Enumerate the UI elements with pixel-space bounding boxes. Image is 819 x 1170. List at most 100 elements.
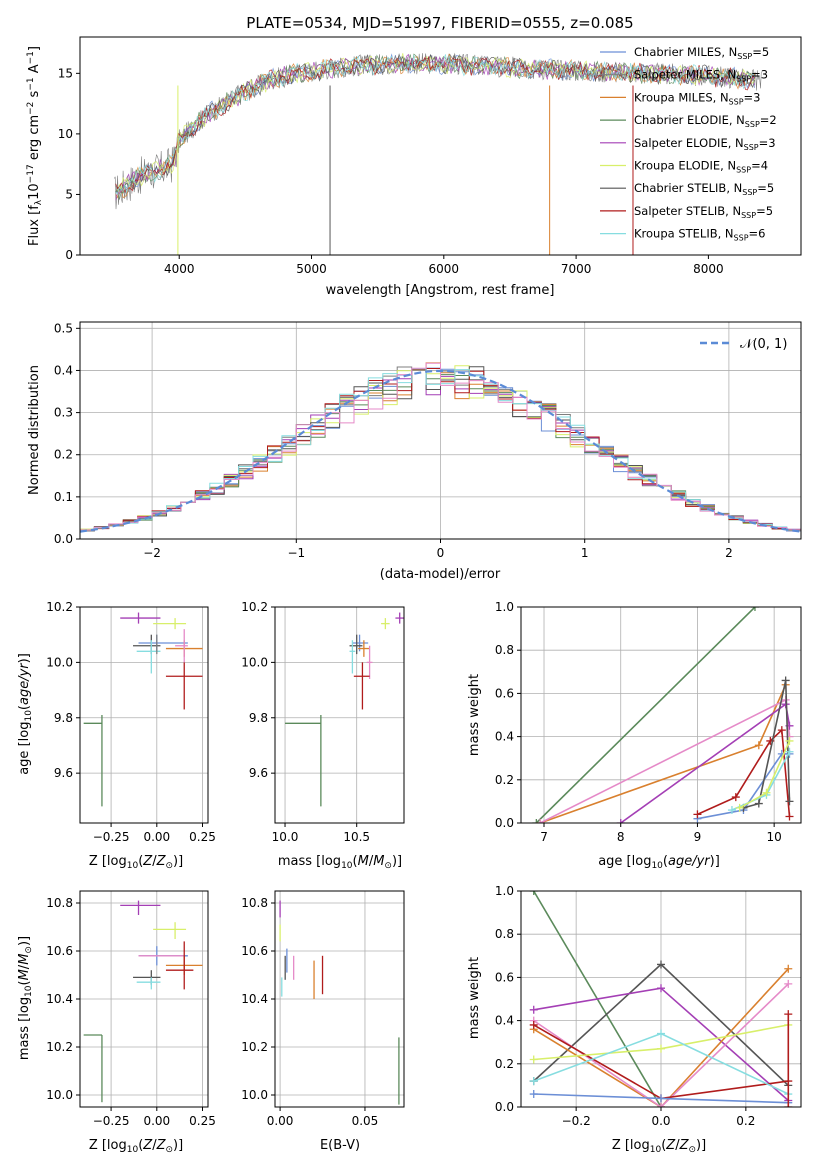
legend-label-tail: =3 xyxy=(759,136,776,150)
plus-marker xyxy=(762,788,771,797)
y-tick-label: 0.4 xyxy=(54,363,73,377)
small-panel-labels: Z [log10(Z/Z⊙)] age [log10(age/yr)] mass… xyxy=(17,653,720,1155)
plus-marker xyxy=(693,810,702,819)
y-tick-label: 0.6 xyxy=(495,686,514,700)
mass-z-ylabel: mass [log10(M/M⊙)] xyxy=(17,936,34,1060)
plus-marker xyxy=(529,891,538,895)
y-tick-label: 10 xyxy=(58,127,73,141)
y-tick-label: 10.0 xyxy=(241,1088,268,1102)
plot-area xyxy=(532,607,794,823)
residual-histogram xyxy=(80,362,801,531)
y-tick-label: 1.0 xyxy=(495,884,514,898)
plus-marker xyxy=(529,1090,538,1099)
legend-label-tail: =2 xyxy=(760,113,777,127)
legend-label: Chabrier ELODIE, NSSP=2 xyxy=(634,113,777,129)
y-tick-label: 10.0 xyxy=(241,655,268,669)
plot-area xyxy=(80,362,801,533)
legend-label: Kroupa STELIB, NSSP=6 xyxy=(634,227,765,243)
y-tick-label: 0.6 xyxy=(495,970,514,984)
y-tick-label: 9.6 xyxy=(54,766,73,780)
plot-area xyxy=(279,900,400,1105)
plus-marker xyxy=(657,960,665,969)
plus-marker xyxy=(785,747,794,756)
legend-label-main: Kroupa ELODIE, N xyxy=(634,159,736,173)
y-tick-label: 0.4 xyxy=(495,730,514,744)
x-tick-label: 0 xyxy=(437,546,445,560)
residuals-ylabel: Normed distribution xyxy=(27,365,42,495)
age-z-xlabel: Z [log10(Z/Z⊙)] xyxy=(89,854,183,871)
plus-marker xyxy=(657,1029,665,1038)
x-tick-label: 0.25 xyxy=(189,830,216,844)
y-tick-label: 0.2 xyxy=(495,773,514,787)
residuals-legend: 𝒩(0, 1) xyxy=(700,337,787,352)
y-tick-label: 10.8 xyxy=(241,896,268,910)
x-tick-label: 0.00 xyxy=(143,1114,170,1128)
model-spectrum-line xyxy=(115,53,756,193)
legend-label-main: Chabrier ELODIE, N xyxy=(634,113,745,127)
x-tick-label: 10.0 xyxy=(272,830,299,844)
y-tick-label: 0.1 xyxy=(54,490,73,504)
plot-area xyxy=(83,612,203,807)
plus-marker xyxy=(529,1005,538,1014)
plus-marker xyxy=(731,793,740,802)
x-tick-label: −1 xyxy=(287,546,305,560)
legend-label: Salpeter STELIB, NSSP=5 xyxy=(634,204,773,220)
x-tick-label: 10 xyxy=(767,830,782,844)
y-tick-label: 5 xyxy=(65,187,73,201)
spectrum-legend: Chabrier MILES, N SSP =5 Salpeter MILES, N S… xyxy=(600,45,777,243)
plus-marker xyxy=(750,607,759,611)
legend-label-tail: =5 xyxy=(757,181,774,195)
x-tick-label: 0.2 xyxy=(736,1114,755,1128)
x-tick-label: 1 xyxy=(581,546,589,560)
legend-label: Kroupa ELODIE, NSSP=4 xyxy=(634,159,768,175)
legend-label-main: Salpeter MILES, N xyxy=(634,68,736,82)
y-tick-label: 15 xyxy=(58,66,73,80)
plot-area xyxy=(285,612,404,807)
plus-marker xyxy=(536,819,545,823)
legend-label-sub: SSP xyxy=(736,166,751,175)
legend-label-main: Chabrier STELIB, N xyxy=(634,181,742,195)
mass-ebv-xlabel: E(B-V) xyxy=(320,1138,360,1153)
x-tick-label: −0.25 xyxy=(93,830,130,844)
legend-label-sub: SSP xyxy=(729,97,744,106)
x-tick-label: −0.2 xyxy=(562,1114,591,1128)
plus-marker xyxy=(754,741,763,750)
y-tick-label: 0.0 xyxy=(495,816,514,830)
plus-marker xyxy=(754,799,763,808)
x-tick-label: 8000 xyxy=(693,262,724,276)
x-tick-label: −2 xyxy=(143,546,161,560)
y-tick-label: 0.8 xyxy=(495,927,514,941)
legend-label-main: Chabrier MILES, N xyxy=(634,45,737,59)
legend-label-sub: SSP xyxy=(745,120,760,129)
spectrum-xlabel: wavelength [Angstrom, rest frame] xyxy=(326,283,555,298)
axes-frame xyxy=(79,36,802,256)
plus-marker xyxy=(727,806,736,815)
x-tick-label: 0.00 xyxy=(267,1114,294,1128)
x-tick-label: 9 xyxy=(694,830,702,844)
plus-marker xyxy=(657,1103,665,1107)
axes-frame xyxy=(520,890,802,1108)
y-tick-label: 10.2 xyxy=(241,600,268,614)
legend-label-tail: =5 xyxy=(752,45,769,59)
y-tick-label: 0 xyxy=(65,248,73,262)
axes-frame xyxy=(79,890,209,1108)
x-tick-label: 0.25 xyxy=(189,1114,216,1128)
y-tick-label: 10.6 xyxy=(241,944,268,958)
axes-frame xyxy=(274,890,405,1108)
massweight-series xyxy=(539,698,791,823)
residuals-xlabel: (data-model)/error xyxy=(380,567,501,582)
plus-marker xyxy=(529,1020,538,1029)
x-tick-label: 7000 xyxy=(561,262,592,276)
x-tick-label: 4000 xyxy=(164,262,195,276)
y-tick-label: 9.8 xyxy=(54,711,73,725)
plus-marker xyxy=(657,984,665,993)
plus-marker xyxy=(785,812,794,821)
legend-label-tail: =5 xyxy=(756,204,773,218)
panel-massweight-vs-z: −0.2 0.0 0.2 0.0 0.2 0.4 0.6 0.8 1.0 xyxy=(495,884,802,1128)
y-tick-label: 0.0 xyxy=(54,532,73,546)
axes-frame xyxy=(520,606,802,824)
plot-area xyxy=(529,891,793,1107)
age-z-ylabel: age [log10(age/yr)] xyxy=(17,653,34,775)
legend-label-sub: SSP xyxy=(744,143,759,152)
axes-frame xyxy=(274,606,405,824)
